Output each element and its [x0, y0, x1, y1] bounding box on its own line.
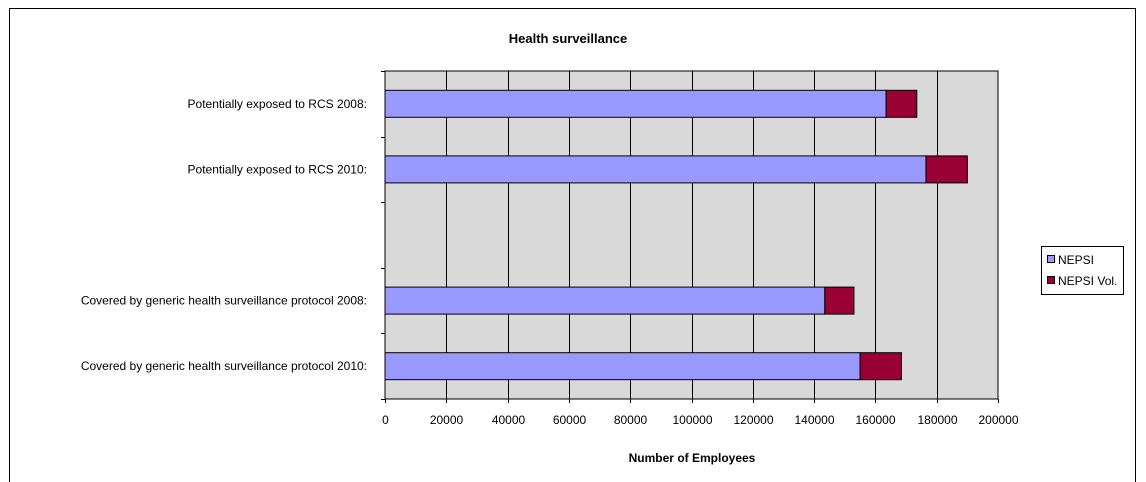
x-tick-label: 40000	[492, 413, 526, 427]
category-label: Potentially exposed to RCS 2010:	[188, 162, 367, 176]
bar-nepsi	[384, 155, 927, 184]
axes	[381, 71, 999, 403]
x-axis-title: Number of Employees	[629, 451, 756, 465]
legend-swatch-nepsi-vol	[1047, 276, 1055, 284]
legend-item-nepsi: NEPSI	[1047, 253, 1094, 267]
x-tick-label: 20000	[430, 413, 464, 427]
x-tick-label: 120000	[733, 413, 773, 427]
chart-title: Health surveillance	[509, 31, 628, 46]
x-tick-label: 180000	[917, 413, 957, 427]
x-tick-label: 60000	[553, 413, 587, 427]
gridlines	[446, 71, 938, 399]
x-tick-label: 100000	[672, 413, 712, 427]
bar-nepsi-vol	[885, 89, 918, 118]
bar-nepsi	[384, 352, 861, 381]
x-tick-label: 140000	[794, 413, 834, 427]
x-tick-label: 200000	[978, 413, 1018, 427]
bar-nepsi-vol	[859, 352, 902, 381]
bars	[384, 89, 968, 381]
legend-label-nepsi-vol: NEPSI Vol.	[1058, 274, 1118, 288]
category-label: Covered by generic health surveillance p…	[81, 359, 367, 373]
x-tick-label: 80000	[614, 413, 648, 427]
legend-label-nepsi: NEPSI	[1058, 253, 1095, 267]
legend-item-nepsi-vol: NEPSI Vol.	[1047, 274, 1117, 288]
bar-nepsi	[384, 89, 887, 118]
bar-nepsi-vol	[824, 286, 855, 315]
x-tick-label: 160000	[855, 413, 895, 427]
legend-swatch-nepsi	[1047, 255, 1055, 263]
labels: 0 20000 40000 60000 80000 100000 120000 140000 1…	[81, 97, 1019, 427]
category-label: Potentially exposed to RCS 2008:	[188, 97, 367, 111]
bar-nepsi-vol	[925, 155, 968, 184]
legend: NEPSI NEPSI Vol.	[1041, 246, 1124, 295]
plot-area	[384, 70, 999, 400]
category-label: Covered by generic health surveillance p…	[81, 294, 367, 308]
bar-nepsi	[384, 286, 826, 315]
chart-frame	[9, 8, 1136, 482]
x-tick-label: 0	[382, 413, 389, 427]
